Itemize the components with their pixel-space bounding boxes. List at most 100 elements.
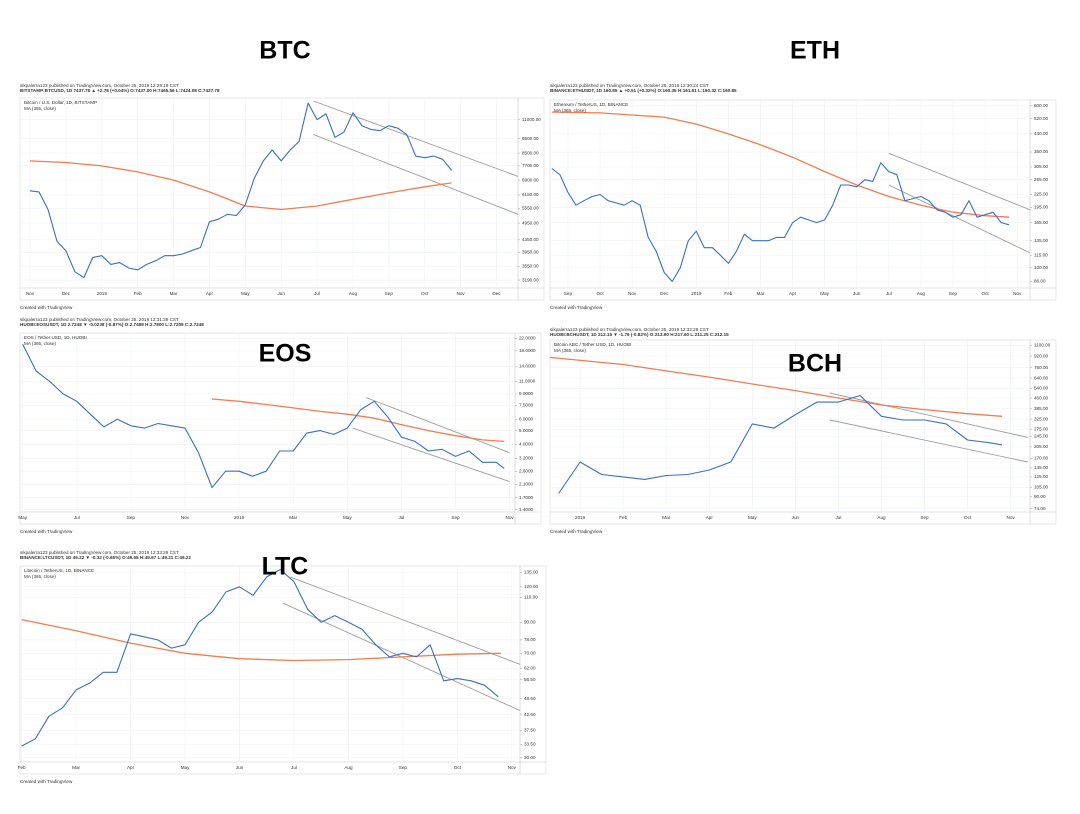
quote-line: HUOBI:EOSUSDT, 1D 2.7248 ▼ -0.0238 (-0.8…	[20, 322, 204, 327]
x-tick-label: Mar	[662, 515, 670, 520]
y-tick-label: 115.00	[1034, 252, 1048, 257]
x-tick-label: Jun	[792, 515, 800, 520]
x-tick-label: Feb	[134, 291, 142, 296]
x-tick-label: Sep	[920, 515, 929, 520]
x-tick-label: May	[241, 291, 250, 296]
legend-entry: MA (365, close)	[24, 341, 56, 346]
y-tick-label: 18.0000	[519, 348, 536, 353]
ma-line	[549, 356, 1003, 417]
y-tick-label: 3950.00	[522, 250, 539, 255]
trend-line	[313, 134, 519, 215]
x-tick-label: Oct	[982, 291, 990, 296]
y-tick-label: 195.00	[1034, 205, 1048, 210]
x-tick-label: Aug	[877, 515, 886, 520]
y-tick-label: 86.00	[1034, 279, 1046, 284]
y-tick-label: 70.00	[524, 650, 536, 655]
trend-line	[888, 152, 1031, 211]
plot-frame	[549, 339, 1057, 525]
y-tick-label: 6900.00	[522, 177, 539, 182]
x-tick-label: Dec	[660, 291, 669, 296]
published-note: sikpalerra123 published on TradingView.c…	[20, 317, 179, 322]
x-tick-label: May	[820, 291, 829, 296]
x-tick-label: Jul	[314, 291, 320, 296]
x-tick-label: Sep	[385, 291, 394, 296]
x-tick-label: Mar	[757, 291, 765, 296]
x-tick-label: Jul	[398, 515, 404, 520]
price-line	[29, 102, 453, 279]
y-tick-label: 245.00	[1034, 433, 1048, 438]
y-tick-label: 135.00	[1034, 238, 1048, 243]
published-note: sikpalerra123 published on TradingView.c…	[20, 83, 179, 88]
y-tick-label: 520.00	[1034, 116, 1048, 121]
y-tick-label: 30.00	[524, 755, 536, 760]
y-tick-label: 2.1000	[519, 482, 533, 487]
y-tick-label: 385.00	[1034, 406, 1048, 411]
x-tick-label: Apr	[206, 291, 214, 296]
y-tick-label: 600.00	[1034, 103, 1048, 108]
x-tick-label: 2019	[97, 291, 108, 296]
y-tick-label: 14.0000	[519, 364, 536, 369]
y-tick-label: 7.5000	[519, 403, 533, 408]
published-note: sikpalerra123 published on TradingView.c…	[550, 83, 709, 88]
y-tick-label: 4.0000	[519, 442, 533, 447]
chart-title: BTC	[259, 37, 310, 65]
plot-frame	[19, 565, 547, 775]
published-note: sikpalerra123 published on TradingView.c…	[20, 550, 179, 555]
plot-frame	[19, 332, 542, 525]
y-tick-label: 920.00	[1034, 353, 1048, 358]
y-tick-label: 5550.00	[522, 206, 539, 211]
price-line	[558, 394, 1003, 494]
y-tick-label: 78.00	[524, 637, 536, 642]
y-tick-label: 1.4000	[519, 507, 533, 512]
credit: Created with TradingView	[550, 305, 603, 310]
x-tick-label: Aug	[344, 765, 353, 770]
y-tick-label: 145.00	[1034, 465, 1048, 470]
y-tick-label: 225.00	[1034, 192, 1048, 197]
x-tick-label: Dec	[492, 291, 501, 296]
quote-line: HUOBI:BCHUSDT, 1D 212.15 ▼ -1.76 (-0.82%…	[550, 332, 729, 337]
credit: Created with TradingView	[20, 305, 73, 310]
x-tick-label: Nov	[628, 291, 637, 296]
x-tick-label: Mar	[289, 515, 297, 520]
trend-line	[313, 100, 519, 177]
y-tick-label: 1.7000	[519, 495, 533, 500]
y-tick-label: 3550.00	[522, 263, 539, 268]
x-tick-label: Feb	[18, 765, 26, 770]
x-tick-label: Jul	[835, 515, 841, 520]
y-tick-label: 6.0000	[519, 416, 533, 421]
legend-entry: MA (365, close)	[24, 106, 56, 111]
legend-entry: Bitcoin ABC / Tether USD, 1D, HUOBI	[554, 342, 631, 347]
x-tick-label: May	[181, 765, 190, 770]
x-tick-label: Nov	[26, 291, 35, 296]
x-tick-label: Apr	[789, 291, 797, 296]
price-line	[551, 162, 1010, 283]
legend-entry: MA (365, close)	[554, 108, 586, 113]
y-tick-label: 42.50	[524, 712, 536, 717]
x-tick-label: 2019	[575, 515, 586, 520]
y-tick-label: 100.00	[1034, 265, 1048, 270]
x-tick-label: Dec	[62, 291, 71, 296]
y-tick-label: 165.00	[1034, 220, 1048, 225]
chart-title: LTC	[262, 553, 309, 581]
quote-line: BINANCE:LTCUSDT, 1D 49.22 ▼ -0.32 (-0.65…	[20, 555, 191, 560]
x-tick-label: Sep	[127, 515, 136, 520]
y-tick-label: 2.6000	[519, 468, 533, 473]
y-tick-label: 56.50	[524, 677, 536, 682]
x-tick-label: Apr	[706, 515, 714, 520]
x-tick-label: Oct	[454, 765, 462, 770]
quote-line: BINANCE:ETHUSDT, 1D 160.85 ▲ +0.51 (+0.3…	[550, 88, 737, 93]
x-tick-label: Mar	[72, 765, 80, 770]
y-tick-label: 305.00	[1034, 164, 1048, 169]
y-tick-label: 5.0000	[519, 428, 533, 433]
y-tick-label: 3190.00	[522, 277, 539, 282]
plot-frame	[549, 99, 1057, 301]
legend-entry: MA (365, close)	[554, 348, 586, 353]
price-line	[22, 344, 505, 489]
x-tick-label: Nov	[181, 515, 190, 520]
x-tick-label: Jun	[853, 291, 861, 296]
x-tick-label: Jun	[236, 765, 244, 770]
ma-line	[29, 160, 452, 211]
legend-entry: EOS / Tether USD, 1D, HUOBI	[24, 335, 87, 340]
y-tick-label: 4350.00	[522, 237, 539, 242]
